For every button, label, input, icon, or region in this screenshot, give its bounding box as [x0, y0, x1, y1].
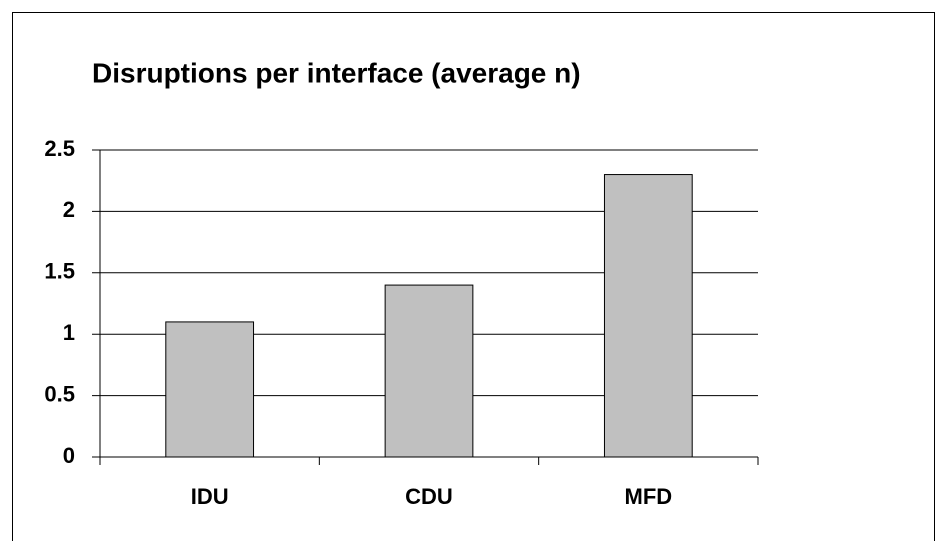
x-tick-label: MFD [625, 484, 673, 509]
chart-frame [12, 12, 935, 541]
x-tick-label: CDU [405, 484, 453, 509]
chart-title: Disruptions per interface (average n) [92, 57, 581, 88]
bar [384, 284, 474, 458]
y-tick-label: 0.5 [44, 381, 75, 406]
bar [165, 321, 255, 458]
y-tick-label: 2.5 [44, 136, 75, 161]
bar [603, 174, 693, 458]
y-tick-label: 0 [63, 443, 75, 468]
x-tick-label: IDU [191, 484, 229, 509]
y-tick-label: 2 [63, 197, 75, 222]
y-tick-label: 1 [63, 320, 75, 345]
y-tick-label: 1.5 [44, 259, 75, 284]
